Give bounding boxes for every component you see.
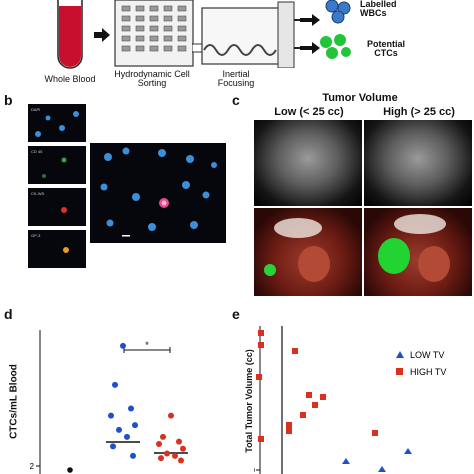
legend-high-marker: [396, 368, 403, 375]
inertial-label: Inertial Focusing: [217, 69, 255, 89]
dapi-tile: DAPI: [28, 104, 86, 142]
blood-tube-icon: [57, 0, 83, 69]
stain-label: CD 45: [31, 149, 43, 154]
high-tv-point: [286, 422, 292, 428]
cd45-tile: CD 45: [28, 146, 86, 184]
high-tv-point: [312, 402, 318, 408]
high-volume-label: High (> 25 cc): [383, 106, 455, 118]
blue-point: [124, 433, 130, 440]
ct-scan-high: [364, 120, 472, 206]
high-tv-point: [372, 430, 378, 436]
blue-point: [110, 443, 116, 450]
high-tv-point: [320, 394, 326, 400]
labelled-wbc-icon: [325, 0, 351, 24]
significance-star: *: [145, 340, 149, 350]
red-point: [156, 441, 162, 447]
stain-label: CK-WS: [31, 191, 45, 196]
panel-b-letter: b: [4, 92, 13, 108]
render-3d-low: [254, 208, 362, 296]
high-tv-point: [258, 342, 264, 348]
high-tv-point: [256, 374, 262, 380]
arrow-icon: [94, 28, 110, 42]
red-series: [156, 412, 186, 464]
merged-tile: [90, 143, 226, 243]
panel-d-plot: 2 *: [30, 330, 188, 474]
legend-low-marker: [396, 351, 404, 358]
blue-point: [132, 422, 138, 429]
red-point: [164, 450, 170, 457]
low-tv-point: [404, 448, 412, 454]
legend-high-label: HIGH TV: [410, 367, 446, 377]
merged-cells-icon: [100, 147, 217, 237]
high-tv-point: [292, 348, 298, 354]
blue-point: [108, 412, 114, 419]
low-tv-point: [378, 466, 386, 472]
blue-point: [128, 405, 134, 412]
high-tv-point: [258, 330, 264, 336]
potential-ctcs-label: Potential CTCs: [366, 39, 405, 59]
blue-point: [112, 381, 118, 388]
inertial-focusing-icon: [192, 1, 302, 68]
output-arrows-icon: [300, 14, 320, 54]
y-tick-label: 10: [254, 466, 256, 474]
low-volume-label: Low (< 25 cc): [274, 106, 344, 118]
ckws-tile: CK-WS: [28, 188, 86, 226]
render-3d-high: [364, 208, 472, 296]
blue-point: [130, 452, 136, 459]
blue-point: [116, 426, 122, 433]
red-point: [176, 438, 182, 445]
low-tv-series: [342, 448, 412, 472]
high-tv-series: [256, 330, 378, 442]
red-point: [158, 455, 164, 462]
red-point: [168, 412, 174, 419]
hydrodynamic-label: Hydrodynamic Cell Sorting: [114, 69, 190, 89]
y-tick-label: 2: [30, 462, 35, 471]
high-tv-point: [258, 436, 264, 442]
ct-scan-low: [254, 120, 362, 206]
panel-e-ylabel: Total Tumor Volume (cc): [244, 349, 254, 453]
cell-nuclei-icon: [63, 247, 69, 253]
high-tv-point: [286, 428, 292, 434]
gp3-tile: GP-3: [28, 230, 86, 268]
panel-e-letter: e: [232, 306, 240, 322]
tumor-region-icon: [264, 218, 330, 282]
whole-blood-label: Whole Blood: [44, 74, 96, 84]
cell-nuclei-icon: [42, 157, 67, 178]
cell-nuclei-icon: [35, 111, 79, 137]
sorting-chip-icon: [114, 0, 194, 67]
cell-nuclei-icon: [61, 207, 67, 213]
panel-e-plot: 10 LOW TV HIGH TV: [254, 326, 446, 474]
panel-d-ylabel: CTCs/mL Blood: [8, 364, 20, 439]
stain-label: GP-3: [31, 233, 41, 238]
ctc-cluster-icon: [320, 34, 351, 59]
blue-point: [120, 342, 126, 349]
labelled-wbcs-label: Labelled WBCs: [360, 0, 397, 19]
control-point: [67, 467, 73, 473]
red-point: [172, 452, 178, 459]
high-tv-point: [306, 392, 312, 398]
blue-series: [108, 342, 138, 459]
stain-label: DAPI: [31, 107, 41, 112]
low-tv-point: [342, 458, 350, 464]
tumor-region-icon: [378, 214, 450, 282]
legend-low-label: LOW TV: [410, 350, 444, 360]
panel-d-letter: d: [4, 306, 13, 322]
red-point: [178, 457, 184, 464]
panel-c-letter: c: [232, 92, 240, 108]
red-point: [160, 433, 166, 440]
high-tv-point: [300, 412, 306, 418]
red-point: [180, 445, 186, 452]
panel-c-title: Tumor Volume: [322, 92, 398, 104]
